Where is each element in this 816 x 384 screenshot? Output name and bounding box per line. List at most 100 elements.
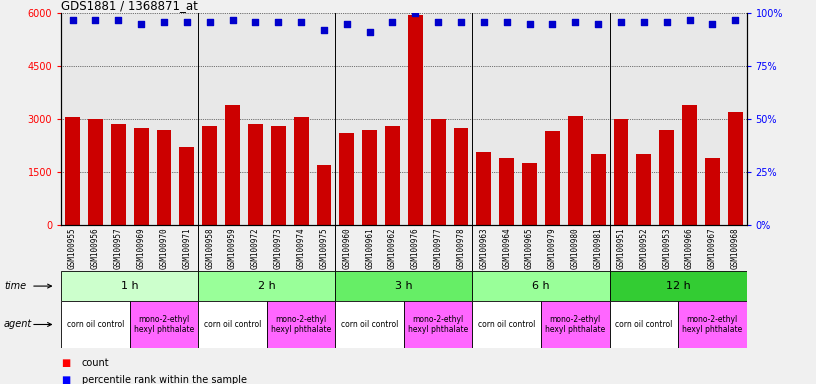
Bar bbox=[202, 126, 217, 225]
Text: GSM100955: GSM100955 bbox=[68, 227, 78, 268]
Text: 2 h: 2 h bbox=[258, 281, 276, 291]
Text: GSM100972: GSM100972 bbox=[251, 227, 260, 268]
Text: GSM100959: GSM100959 bbox=[228, 227, 237, 268]
Text: mono-2-ethyl
hexyl phthalate: mono-2-ethyl hexyl phthalate bbox=[271, 315, 331, 334]
Point bbox=[157, 19, 171, 25]
Text: GSM100960: GSM100960 bbox=[342, 227, 352, 268]
Text: 1 h: 1 h bbox=[121, 281, 139, 291]
Bar bbox=[610, 301, 678, 348]
Bar bbox=[157, 130, 171, 225]
Bar bbox=[472, 271, 610, 301]
Bar bbox=[180, 147, 194, 225]
Text: count: count bbox=[82, 358, 109, 368]
Bar bbox=[130, 301, 198, 348]
Text: GSM100964: GSM100964 bbox=[502, 227, 512, 268]
Text: GSM100951: GSM100951 bbox=[616, 227, 626, 268]
Text: GSM100961: GSM100961 bbox=[365, 227, 375, 268]
Point bbox=[317, 27, 330, 33]
Point bbox=[500, 19, 513, 25]
Text: GSM100968: GSM100968 bbox=[730, 227, 740, 268]
Text: mono-2-ethyl
hexyl phthalate: mono-2-ethyl hexyl phthalate bbox=[682, 315, 743, 334]
Point bbox=[546, 21, 559, 27]
Bar bbox=[610, 271, 747, 301]
Point bbox=[409, 10, 422, 17]
Bar bbox=[408, 15, 423, 225]
Bar bbox=[225, 105, 240, 225]
Point bbox=[729, 17, 742, 23]
Bar bbox=[678, 301, 747, 348]
Point bbox=[592, 21, 605, 27]
Point bbox=[180, 19, 193, 25]
Text: ■: ■ bbox=[61, 358, 70, 368]
Bar bbox=[682, 105, 697, 225]
Bar bbox=[385, 126, 400, 225]
Text: GSM100967: GSM100967 bbox=[707, 227, 717, 268]
Text: time: time bbox=[4, 281, 26, 291]
Text: corn oil control: corn oil control bbox=[341, 320, 398, 329]
Bar bbox=[339, 133, 354, 225]
Bar bbox=[267, 301, 335, 348]
Bar bbox=[317, 165, 331, 225]
Point bbox=[340, 21, 353, 27]
Bar bbox=[248, 124, 263, 225]
Point bbox=[455, 19, 468, 25]
Text: GSM100980: GSM100980 bbox=[570, 227, 580, 268]
Text: GSM100975: GSM100975 bbox=[319, 227, 329, 268]
Bar bbox=[111, 124, 126, 225]
Bar bbox=[294, 117, 308, 225]
Text: GSM100965: GSM100965 bbox=[525, 227, 534, 268]
Text: ■: ■ bbox=[61, 375, 70, 384]
Text: GSM100981: GSM100981 bbox=[593, 227, 603, 268]
Bar bbox=[591, 154, 605, 225]
Bar bbox=[454, 128, 468, 225]
Text: 3 h: 3 h bbox=[395, 281, 413, 291]
Bar bbox=[61, 271, 198, 301]
Bar bbox=[472, 301, 541, 348]
Point bbox=[477, 19, 490, 25]
Point bbox=[569, 19, 582, 25]
Bar bbox=[404, 301, 472, 348]
Bar bbox=[431, 119, 446, 225]
Point bbox=[89, 17, 102, 23]
Text: GSM100966: GSM100966 bbox=[685, 227, 694, 268]
Point bbox=[706, 21, 719, 27]
Point bbox=[203, 19, 216, 25]
Point bbox=[432, 19, 445, 25]
Text: GSM100978: GSM100978 bbox=[456, 227, 466, 268]
Bar bbox=[362, 130, 377, 225]
Bar bbox=[614, 119, 628, 225]
Text: GSM100970: GSM100970 bbox=[159, 227, 169, 268]
Point bbox=[614, 19, 628, 25]
Point bbox=[660, 19, 673, 25]
Text: corn oil control: corn oil control bbox=[478, 320, 535, 329]
Bar bbox=[134, 128, 149, 225]
Point bbox=[683, 17, 696, 23]
Point bbox=[272, 19, 285, 25]
Bar bbox=[271, 126, 286, 225]
Point bbox=[386, 19, 399, 25]
Bar bbox=[541, 301, 610, 348]
Text: GSM100973: GSM100973 bbox=[273, 227, 283, 268]
Text: GSM100962: GSM100962 bbox=[388, 227, 397, 268]
Bar bbox=[499, 158, 514, 225]
Text: GSM100963: GSM100963 bbox=[479, 227, 489, 268]
Text: GSM100977: GSM100977 bbox=[433, 227, 443, 268]
Text: GSM100958: GSM100958 bbox=[205, 227, 215, 268]
Point bbox=[295, 19, 308, 25]
Text: 12 h: 12 h bbox=[666, 281, 690, 291]
Text: GSM100969: GSM100969 bbox=[136, 227, 146, 268]
Point bbox=[135, 21, 148, 27]
Bar bbox=[659, 130, 674, 225]
Text: GSM100979: GSM100979 bbox=[548, 227, 557, 268]
Bar bbox=[636, 154, 651, 225]
Text: mono-2-ethyl
hexyl phthalate: mono-2-ethyl hexyl phthalate bbox=[134, 315, 194, 334]
Bar bbox=[198, 301, 267, 348]
Text: corn oil control: corn oil control bbox=[615, 320, 672, 329]
Bar bbox=[198, 271, 335, 301]
Bar bbox=[568, 116, 583, 225]
Text: mono-2-ethyl
hexyl phthalate: mono-2-ethyl hexyl phthalate bbox=[408, 315, 468, 334]
Point bbox=[226, 17, 239, 23]
Text: GSM100956: GSM100956 bbox=[91, 227, 100, 268]
Bar bbox=[522, 163, 537, 225]
Text: GDS1881 / 1368871_at: GDS1881 / 1368871_at bbox=[61, 0, 198, 12]
